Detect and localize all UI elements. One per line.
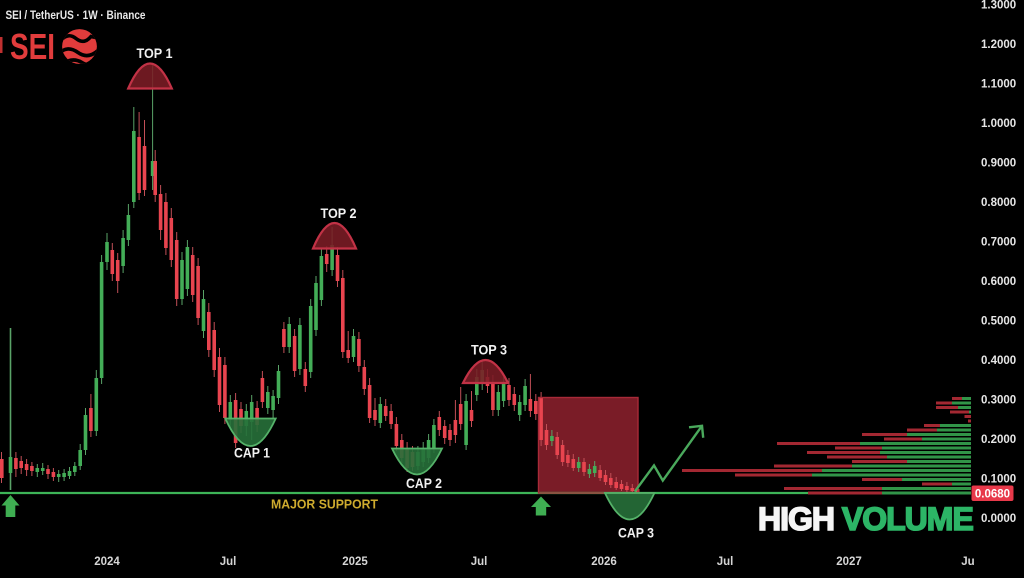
svg-text:Jul: Jul	[471, 556, 488, 568]
svg-text:1.2000: 1.2000	[981, 39, 1016, 51]
svg-text:Jul: Jul	[220, 556, 237, 568]
svg-text:CAP 3: CAP 3	[618, 525, 654, 541]
svg-text:1.3000: 1.3000	[981, 0, 1016, 12]
svg-text:TOP 2: TOP 2	[321, 205, 357, 221]
svg-text:1.0000: 1.0000	[981, 118, 1016, 130]
svg-text:0.8000: 0.8000	[981, 197, 1016, 209]
svg-text:SEI / TetherUS · 1W · Binance: SEI / TetherUS · 1W · Binance	[6, 8, 146, 22]
svg-text:0.1000: 0.1000	[981, 474, 1016, 486]
svg-text:0.6000: 0.6000	[981, 276, 1016, 288]
svg-text:CAP 2: CAP 2	[406, 475, 442, 491]
svg-text:Jul: Jul	[717, 556, 734, 568]
svg-text:2026: 2026	[591, 556, 617, 568]
svg-text:0.5000: 0.5000	[981, 316, 1016, 328]
svg-text:0.2000: 0.2000	[981, 434, 1016, 446]
svg-text:Ju: Ju	[961, 556, 974, 568]
svg-text:CAP 1: CAP 1	[234, 445, 270, 461]
svg-text:0.4000: 0.4000	[981, 355, 1016, 367]
svg-text:TOP 3: TOP 3	[471, 342, 507, 358]
svg-text:0.0000: 0.0000	[981, 513, 1016, 525]
svg-text:HIGH VOLUME: HIGH VOLUME	[758, 501, 973, 537]
svg-text:1.1000: 1.1000	[981, 79, 1016, 91]
svg-text:TOP 1: TOP 1	[137, 45, 173, 61]
svg-text:2024: 2024	[94, 556, 120, 568]
svg-text:0.3000: 0.3000	[981, 395, 1016, 407]
svg-text:SEI: SEI	[10, 26, 55, 67]
svg-text:0.9000: 0.9000	[981, 158, 1016, 170]
svg-text:2025: 2025	[342, 556, 368, 568]
svg-text:2027: 2027	[836, 556, 862, 568]
svg-text:0.7000: 0.7000	[981, 237, 1016, 249]
svg-text:0.0680: 0.0680	[975, 489, 1010, 501]
svg-text:MAJOR SUPPORT: MAJOR SUPPORT	[271, 497, 378, 512]
